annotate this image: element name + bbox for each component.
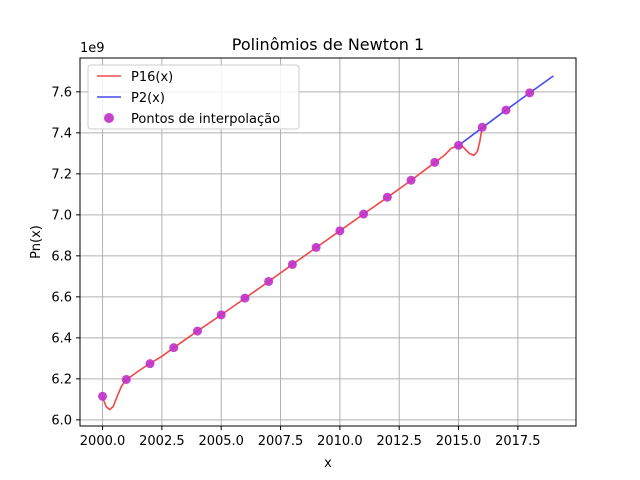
interpolation-point <box>454 140 464 150</box>
legend-label-p2: P2(x) <box>131 91 165 106</box>
legend-swatch-points <box>104 113 114 123</box>
chart-title: Polinômios de Newton 1 <box>232 35 424 54</box>
interpolation-point <box>430 157 440 167</box>
y-offset-label: 1e9 <box>80 41 105 56</box>
y-tick-label: 6.8 <box>51 249 72 264</box>
interpolation-point <box>382 192 392 202</box>
y-tick-label: 7.6 <box>51 85 72 100</box>
interpolation-point <box>287 259 297 269</box>
x-tick-label: 2010.0 <box>317 434 363 449</box>
interpolation-point <box>477 122 487 132</box>
interpolation-point <box>240 293 250 303</box>
legend-label-points: Pontos de interpolação <box>131 112 280 127</box>
x-tick-label: 2005.0 <box>198 434 244 449</box>
x-tick-label: 2002.5 <box>139 434 185 449</box>
y-tick-label: 7.4 <box>51 126 72 141</box>
interpolation-point <box>264 276 274 286</box>
interpolation-point <box>525 88 535 98</box>
interpolation-point <box>192 326 202 336</box>
interpolation-point <box>98 391 108 401</box>
series-layer <box>98 75 554 411</box>
y-tick-label: 6.0 <box>51 413 72 428</box>
x-tick-label: 2000.0 <box>80 434 126 449</box>
interpolation-point <box>145 359 155 369</box>
interpolation-point <box>335 226 345 236</box>
x-tick-label: 2017.5 <box>495 434 541 449</box>
y-tick-label: 6.4 <box>51 331 72 346</box>
ticks: 2000.0 2002.5 2005.0 2007.5 2010.0 2012.5 2015… <box>51 85 540 449</box>
y-tick-label: 6.6 <box>51 290 72 305</box>
interpolation-point <box>121 374 131 384</box>
interpolation-point <box>169 343 179 353</box>
y-tick-label: 7.2 <box>51 167 72 182</box>
interpolation-point <box>216 310 226 320</box>
x-tick-label: 2012.5 <box>376 434 422 449</box>
legend-label-p16: P16(x) <box>131 70 173 85</box>
interpolation-point <box>501 105 511 115</box>
interpolation-point <box>406 175 416 185</box>
y-axis-label: Pn(x) <box>29 225 44 259</box>
x-axis-label: x <box>324 456 332 471</box>
legend: P16(x) P2(x) Pontos de interpolação <box>87 64 300 130</box>
y-tick-label: 7.0 <box>51 208 72 223</box>
interpolation-point <box>311 242 321 252</box>
x-tick-label: 2015.0 <box>436 434 482 449</box>
plot-frame <box>79 57 577 427</box>
legend-box <box>87 64 300 130</box>
y-tick-label: 6.2 <box>51 372 72 387</box>
interpolation-point <box>359 209 369 219</box>
x-tick-label: 2007.5 <box>258 434 304 449</box>
